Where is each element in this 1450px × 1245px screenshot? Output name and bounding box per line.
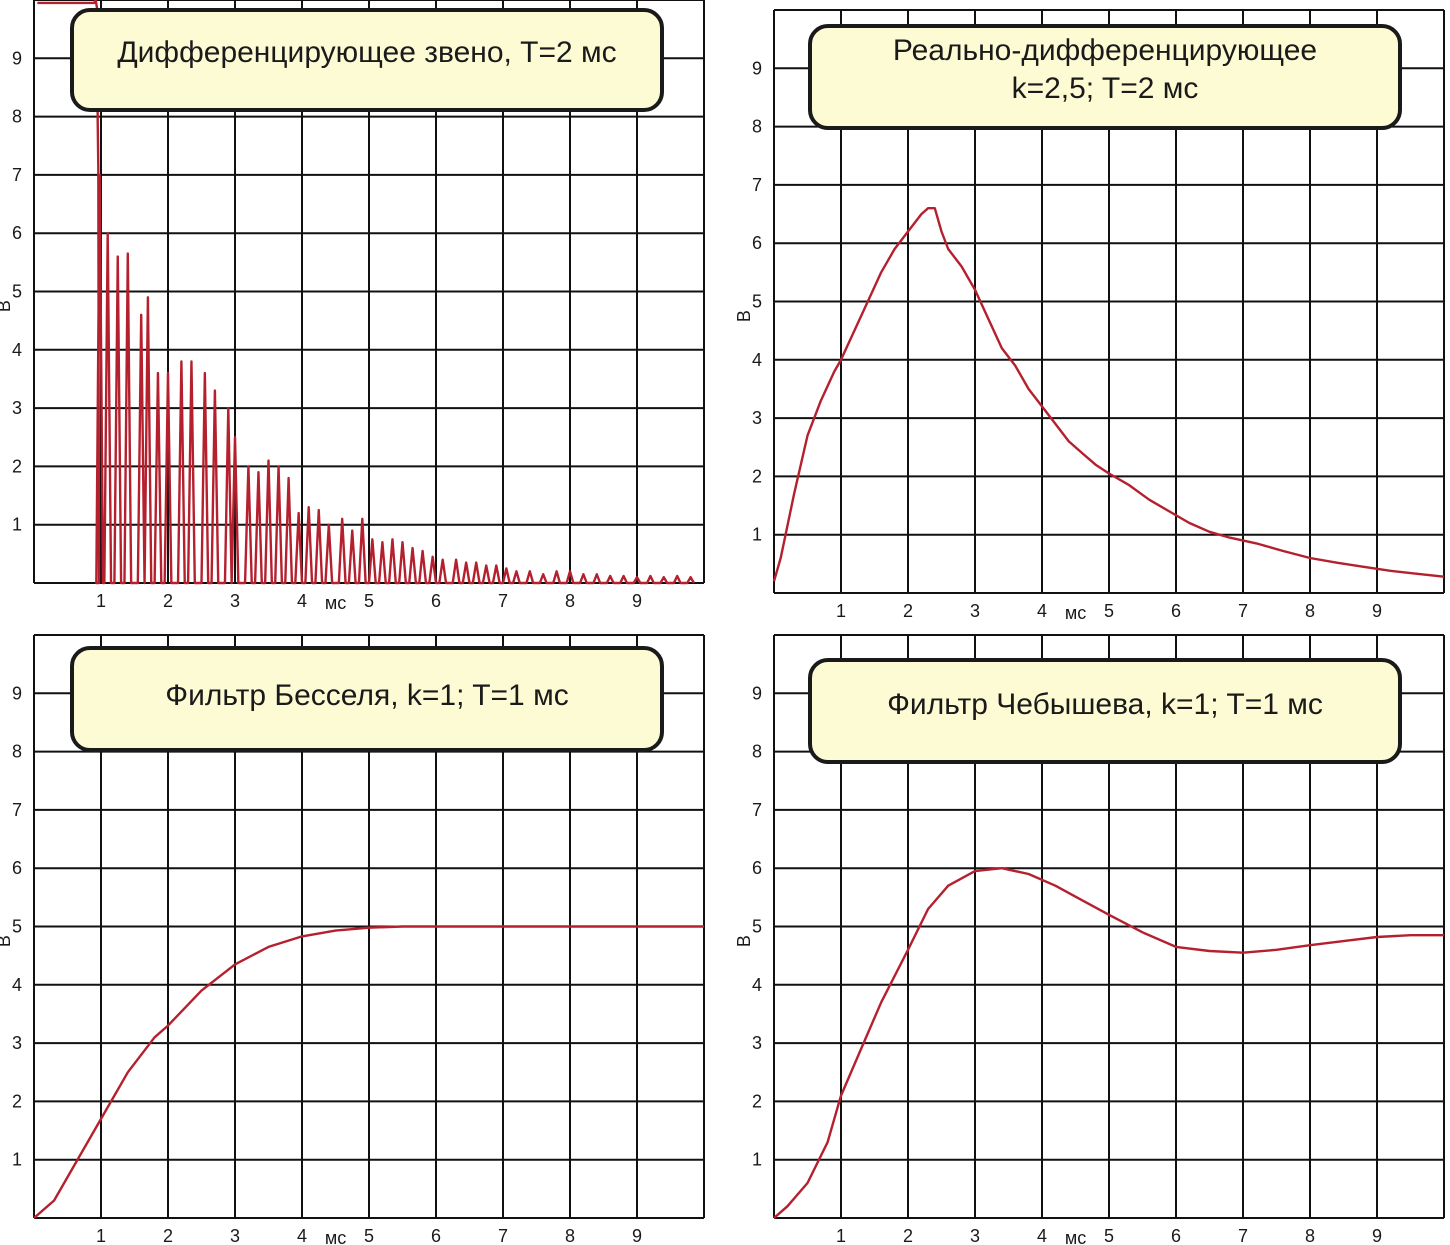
data-series-line <box>33 925 704 1219</box>
data-series-line <box>773 867 1444 1219</box>
x-tick-label: 9 <box>632 591 642 611</box>
chart-panel-4: 1 2 3 4 5 6 7 8 9 1 2 3 4 5 6 7 8 9 мс В Фильтр Чебышева, k=… <box>734 634 1445 1245</box>
chart-title-box <box>808 658 1402 764</box>
y-tick-label: 7 <box>12 800 22 820</box>
y-tick-label: 9 <box>12 683 22 703</box>
x-axis-unit: мс <box>1065 603 1086 623</box>
x-tick-label: 3 <box>230 591 240 611</box>
y-tick-label: 2 <box>752 1091 762 1111</box>
x-tick-label: 2 <box>903 601 913 621</box>
x-tick-label: 5 <box>364 591 374 611</box>
x-tick-label: 6 <box>431 591 441 611</box>
x-tick-label: 6 <box>431 1226 441 1245</box>
y-tick-label: 8 <box>752 742 762 762</box>
x-tick-label: 5 <box>364 1226 374 1245</box>
y-axis-label: В <box>0 935 14 947</box>
y-tick-label: 1 <box>12 1150 22 1170</box>
y-tick-label: 5 <box>12 282 22 302</box>
x-tick-label: 8 <box>565 1226 575 1245</box>
x-axis-unit: мс <box>1065 1228 1086 1245</box>
chart-title-box <box>70 646 664 752</box>
y-tick-label: 1 <box>752 1150 762 1170</box>
x-tick-label: 8 <box>565 591 575 611</box>
y-tick-label: 8 <box>752 117 762 137</box>
y-tick-label: 5 <box>752 292 762 312</box>
x-tick-label: 1 <box>96 1226 106 1245</box>
y-tick-label: 4 <box>12 975 22 995</box>
x-axis-unit: мс <box>325 1228 346 1245</box>
y-tick-label: 1 <box>12 515 22 535</box>
x-tick-label: 7 <box>498 1226 508 1245</box>
x-tick-label: 7 <box>498 591 508 611</box>
x-tick-label: 2 <box>163 1226 173 1245</box>
y-axis-label: В <box>0 300 14 312</box>
y-tick-label: 2 <box>752 466 762 486</box>
x-tick-label: 9 <box>1372 601 1382 621</box>
chart-title: Фильтр Бесселя, k=1; T=1 мс <box>165 679 568 712</box>
y-tick-label: 1 <box>752 525 762 545</box>
y-tick-label: 3 <box>12 398 22 418</box>
x-tick-label: 4 <box>297 1226 307 1245</box>
y-tick-label: 7 <box>752 800 762 820</box>
x-tick-label: 1 <box>836 1226 846 1245</box>
y-tick-label: 4 <box>12 340 22 360</box>
y-tick-label: 3 <box>752 408 762 428</box>
y-tick-label: 6 <box>752 858 762 878</box>
y-tick-label: 4 <box>752 350 762 370</box>
chart-title: Реально-дифференцирующее <box>893 34 1317 67</box>
x-tick-label: 7 <box>1238 1226 1248 1245</box>
y-axis-label: В <box>734 935 754 947</box>
x-tick-label: 4 <box>297 591 307 611</box>
y-axis-label: В <box>734 310 754 322</box>
y-tick-label: 5 <box>12 917 22 937</box>
x-tick-label: 3 <box>970 1226 980 1245</box>
y-tick-label: 8 <box>12 107 22 127</box>
chart-panel-3: 1 2 3 4 5 6 7 8 9 1 2 3 4 5 6 7 8 9 мс В Фильтр Бесселя, k=1… <box>0 634 705 1245</box>
x-tick-label: 3 <box>970 601 980 621</box>
chart-title: k=2,5; T=2 мс <box>1012 72 1199 105</box>
x-tick-label: 4 <box>1037 601 1047 621</box>
x-tick-label: 9 <box>1372 1226 1382 1245</box>
chart-title: Фильтр Чебышева, k=1; T=1 мс <box>887 688 1323 721</box>
chart-title: Дифференцирующее звено, T=2 мс <box>117 36 616 69</box>
data-series-line <box>37 0 695 585</box>
y-tick-label: 6 <box>12 223 22 243</box>
y-tick-label: 6 <box>752 233 762 253</box>
y-tick-label: 3 <box>12 1033 22 1053</box>
x-tick-label: 8 <box>1305 601 1315 621</box>
y-tick-label: 3 <box>752 1033 762 1053</box>
x-tick-label: 1 <box>836 601 846 621</box>
y-tick-label: 2 <box>12 1091 22 1111</box>
chart-title-box <box>808 24 1402 130</box>
chart-panel-2: 1 2 3 4 5 6 7 8 9 1 2 3 4 5 6 7 8 9 мс В Реально-дифференцир… <box>734 9 1445 623</box>
y-tick-label: 7 <box>12 165 22 185</box>
x-tick-label: 6 <box>1171 601 1181 621</box>
x-tick-label: 5 <box>1104 1226 1114 1245</box>
x-tick-label: 9 <box>632 1226 642 1245</box>
x-tick-label: 5 <box>1104 601 1114 621</box>
chart-panel-1: 1 2 3 4 5 6 7 8 9 1 2 3 4 5 6 7 8 9 мс В Дифференцирующее зв… <box>0 0 705 613</box>
y-tick-label: 9 <box>752 58 762 78</box>
x-tick-label: 7 <box>1238 601 1248 621</box>
y-tick-label: 9 <box>752 683 762 703</box>
x-axis-unit: мс <box>325 593 346 613</box>
y-tick-label: 9 <box>12 48 22 68</box>
y-tick-label: 7 <box>752 175 762 195</box>
y-tick-label: 2 <box>12 456 22 476</box>
x-tick-label: 6 <box>1171 1226 1181 1245</box>
x-tick-label: 3 <box>230 1226 240 1245</box>
y-tick-label: 5 <box>752 917 762 937</box>
x-tick-label: 4 <box>1037 1226 1047 1245</box>
y-tick-label: 6 <box>12 858 22 878</box>
y-tick-label: 8 <box>12 742 22 762</box>
y-tick-label: 4 <box>752 975 762 995</box>
data-series-line <box>772 207 1445 582</box>
chart-title-box <box>70 8 664 112</box>
x-tick-label: 8 <box>1305 1226 1315 1245</box>
x-tick-label: 1 <box>96 591 106 611</box>
x-tick-label: 2 <box>903 1226 913 1245</box>
x-tick-label: 2 <box>163 591 173 611</box>
